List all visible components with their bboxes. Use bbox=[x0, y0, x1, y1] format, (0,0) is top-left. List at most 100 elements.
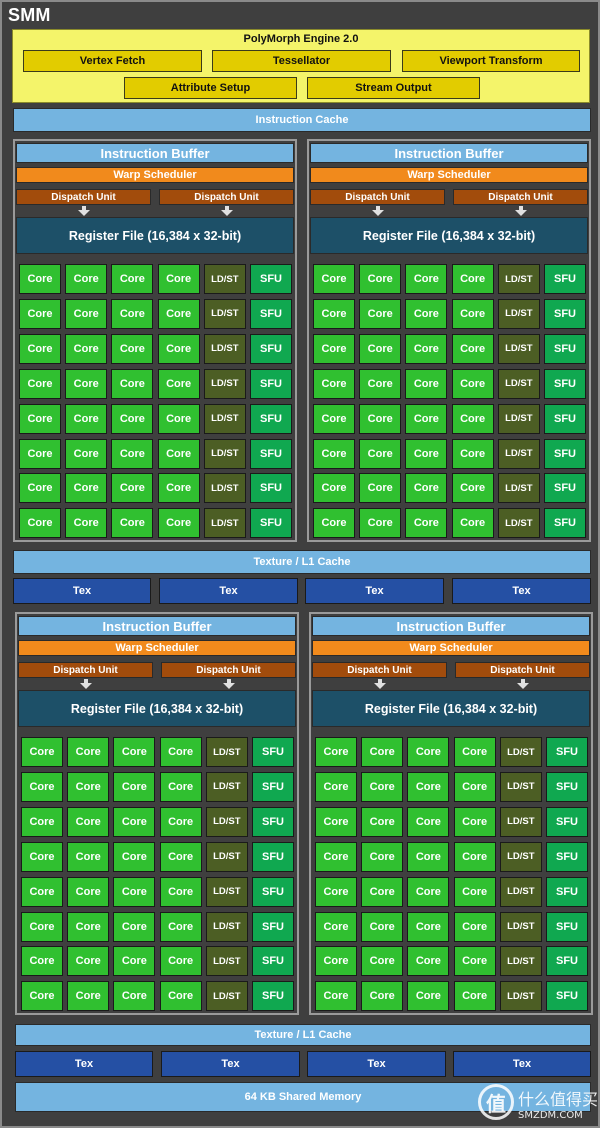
ldst-unit: LD/ST bbox=[205, 981, 248, 1012]
instruction-buffer: Instruction Buffer bbox=[16, 143, 294, 163]
ldst-unit: LD/ST bbox=[203, 264, 246, 294]
sfu-unit: SFU bbox=[546, 946, 588, 977]
core-unit: Core bbox=[21, 981, 63, 1012]
sfu-unit: SFU bbox=[544, 368, 586, 399]
ldst-unit: LD/ST bbox=[499, 841, 542, 872]
core-unit: Core bbox=[111, 333, 154, 364]
core-unit: Core bbox=[157, 473, 200, 504]
core-unit: Core bbox=[451, 298, 494, 329]
core-unit: Core bbox=[405, 438, 448, 469]
core-unit: Core bbox=[159, 981, 202, 1012]
core-unit: Core bbox=[157, 368, 200, 399]
core-unit: Core bbox=[453, 876, 496, 907]
core-unit: Core bbox=[361, 946, 404, 977]
ldst-unit: LD/ST bbox=[499, 806, 542, 837]
ldst-unit: LD/ST bbox=[499, 981, 542, 1012]
watermark-english: SMZDM.COM bbox=[518, 1110, 583, 1121]
tex-unit: Tex bbox=[307, 1051, 446, 1077]
core-unit: Core bbox=[361, 737, 404, 767]
core-unit: Core bbox=[359, 333, 402, 364]
core-unit: Core bbox=[451, 403, 494, 434]
ldst-unit: LD/ST bbox=[205, 841, 248, 872]
ldst-unit: LD/ST bbox=[205, 771, 248, 802]
core-unit: Core bbox=[67, 841, 110, 872]
texture-l1-cache-top: Texture / L1 Cache bbox=[13, 550, 591, 574]
core-unit: Core bbox=[157, 438, 200, 469]
ldst-unit: LD/ST bbox=[497, 508, 540, 539]
core-unit: Core bbox=[65, 403, 108, 434]
core-unit: Core bbox=[21, 841, 63, 872]
sfu-unit: SFU bbox=[544, 403, 586, 434]
core-unit: Core bbox=[315, 981, 357, 1012]
ldst-unit: LD/ST bbox=[497, 333, 540, 364]
watermark-chinese: 什么值得买 bbox=[518, 1090, 599, 1109]
ldst-unit: LD/ST bbox=[203, 473, 246, 504]
ldst-unit: LD/ST bbox=[499, 911, 542, 942]
core-unit: Core bbox=[451, 438, 494, 469]
core-unit: Core bbox=[67, 911, 110, 942]
ldst-unit: LD/ST bbox=[203, 438, 246, 469]
sfu-unit: SFU bbox=[544, 508, 586, 539]
core-unit: Core bbox=[453, 806, 496, 837]
core-unit: Core bbox=[313, 438, 355, 469]
core-unit: Core bbox=[157, 298, 200, 329]
ldst-unit: LD/ST bbox=[203, 333, 246, 364]
core-unit: Core bbox=[315, 737, 357, 767]
warp-scheduler: Warp Scheduler bbox=[312, 640, 590, 656]
sfu-unit: SFU bbox=[546, 876, 588, 907]
tex-unit: Tex bbox=[305, 578, 444, 604]
core-unit: Core bbox=[113, 911, 156, 942]
sfu-unit: SFU bbox=[250, 298, 292, 329]
core-unit: Core bbox=[359, 264, 402, 294]
core-unit: Core bbox=[361, 911, 404, 942]
core-unit: Core bbox=[159, 841, 202, 872]
core-unit: Core bbox=[159, 806, 202, 837]
down-arrow-icon bbox=[78, 206, 90, 216]
sfu-unit: SFU bbox=[546, 911, 588, 942]
core-unit: Core bbox=[407, 876, 450, 907]
ldst-unit: LD/ST bbox=[497, 368, 540, 399]
core-unit: Core bbox=[21, 946, 63, 977]
core-unit: Core bbox=[361, 876, 404, 907]
core-unit: Core bbox=[21, 737, 63, 767]
core-unit: Core bbox=[67, 806, 110, 837]
core-unit: Core bbox=[453, 771, 496, 802]
sfu-unit: SFU bbox=[250, 264, 292, 294]
core-unit: Core bbox=[315, 946, 357, 977]
core-unit: Core bbox=[313, 508, 355, 539]
dispatch-unit: Dispatch Unit bbox=[18, 662, 153, 678]
core-unit: Core bbox=[19, 438, 61, 469]
sfu-unit: SFU bbox=[546, 981, 588, 1012]
core-unit: Core bbox=[405, 264, 448, 294]
core-unit: Core bbox=[21, 911, 63, 942]
core-unit: Core bbox=[111, 508, 154, 539]
core-unit: Core bbox=[407, 771, 450, 802]
core-unit: Core bbox=[67, 876, 110, 907]
core-unit: Core bbox=[451, 368, 494, 399]
core-unit: Core bbox=[359, 473, 402, 504]
core-unit: Core bbox=[361, 841, 404, 872]
sfu-unit: SFU bbox=[544, 438, 586, 469]
down-arrow-icon bbox=[80, 679, 92, 689]
ldst-unit: LD/ST bbox=[203, 403, 246, 434]
ldst-unit: LD/ST bbox=[499, 876, 542, 907]
sfu-unit: SFU bbox=[252, 911, 294, 942]
sfu-unit: SFU bbox=[250, 473, 292, 504]
ldst-unit: LD/ST bbox=[497, 403, 540, 434]
ldst-unit: LD/ST bbox=[497, 264, 540, 294]
core-unit: Core bbox=[451, 473, 494, 504]
core-unit: Core bbox=[405, 508, 448, 539]
tex-unit: Tex bbox=[13, 578, 151, 604]
ldst-unit: LD/ST bbox=[205, 737, 248, 767]
core-unit: Core bbox=[65, 333, 108, 364]
core-unit: Core bbox=[113, 841, 156, 872]
register-file: Register File (16,384 x 32-bit) bbox=[18, 690, 296, 727]
sfu-unit: SFU bbox=[544, 333, 586, 364]
ldst-unit: LD/ST bbox=[203, 508, 246, 539]
sfu-unit: SFU bbox=[544, 473, 586, 504]
core-unit: Core bbox=[405, 298, 448, 329]
core-unit: Core bbox=[453, 946, 496, 977]
core-unit: Core bbox=[111, 264, 154, 294]
core-unit: Core bbox=[313, 298, 355, 329]
core-unit: Core bbox=[157, 508, 200, 539]
